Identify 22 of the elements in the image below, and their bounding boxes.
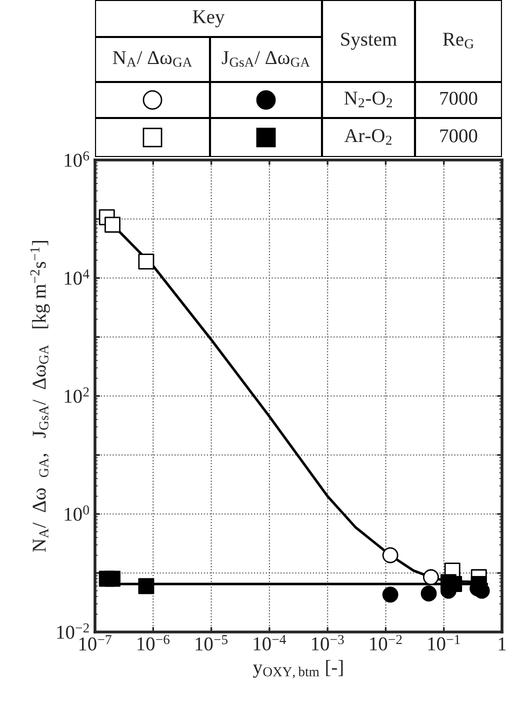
x-tick-label: 10$^{−5}$ xyxy=(196,635,228,651)
x-tick-label: 10$^{−1}$ xyxy=(428,634,460,650)
text: Key xyxy=(192,10,225,28)
x-axis-title: y$_{OXY,btm}$ [-] xyxy=(253,660,343,678)
text: N$_{2}$-O$_{2}$ xyxy=(344,92,392,108)
y-tick-label: 10$^{6}$ xyxy=(64,151,90,167)
x-tick-label: 10$^{−3}$ xyxy=(312,634,344,650)
text: System xyxy=(341,32,397,50)
x-tick-label: 10$^{−2}$ xyxy=(370,634,402,650)
x-tick-label: 1 xyxy=(498,638,506,650)
x-tick-label: 10$^{−6}$ xyxy=(138,634,170,650)
text: 7000 xyxy=(440,129,478,142)
x-tick-label: 10$^{−4}$ xyxy=(254,634,286,650)
y-tick-label: 10$^{2}$ xyxy=(64,387,89,403)
text: N$_{A}$/ Δω $_{GA}$, J$_{GsA}$/ Δω$_{GA}$ [kg m$^{−2}$s$^{−1}$] xyxy=(30,241,50,552)
y-tick-label: 10$^{4}$ xyxy=(64,269,90,285)
text: Ar-O$_{2}$ xyxy=(344,129,392,145)
y-tick-label: 10$^{0}$ xyxy=(64,505,89,521)
text: Re$_{G}$ xyxy=(443,32,474,48)
text: N$_{A}$/ Δω$_{GA}$ xyxy=(112,51,192,67)
text: J$_{GsA}$/ Δω$_{GA}$ xyxy=(222,51,310,67)
text: 7000 xyxy=(440,92,478,105)
